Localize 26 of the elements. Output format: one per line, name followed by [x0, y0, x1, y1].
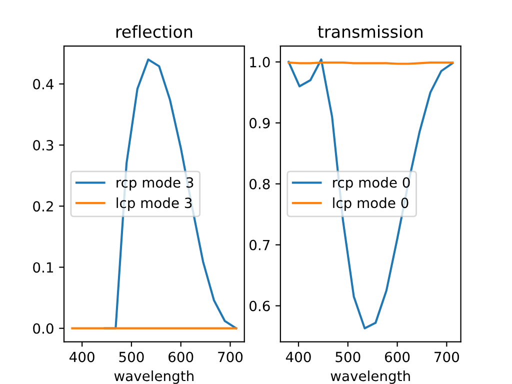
legend-label: rcp mode 3: [116, 177, 194, 190]
chart-title: transmission: [318, 25, 422, 38]
y-tick-label: 0.0: [33, 323, 54, 334]
legend-label: lcp mode 3: [116, 197, 192, 211]
x-tick-label: 600: [385, 352, 410, 362]
y-tick-label: 1.0: [250, 56, 270, 68]
y-tick-label: 0.9: [250, 118, 270, 128]
legend-label: rcp mode 0: [333, 177, 410, 190]
y-tick-label: 0.4: [33, 78, 54, 90]
x-tick-label: 700: [218, 352, 243, 362]
y-tick-label: 0.2: [33, 201, 53, 212]
y-tick-label: 0.3: [33, 140, 54, 151]
x-tick-label: 600: [168, 352, 194, 362]
x-tick-label: 500: [119, 352, 144, 362]
x-axis-title: wavelength: [114, 370, 194, 384]
x-tick-label: 500: [336, 352, 360, 362]
x-tick-label: 700: [434, 352, 460, 362]
y-tick-label: 0.6: [250, 300, 270, 312]
y-tick-label: 0.7: [250, 240, 270, 250]
x-axis-title: wavelength: [330, 370, 410, 384]
x-tick-label: 400: [286, 352, 311, 362]
y-tick-label: 0.8: [250, 178, 270, 190]
x-tick-label: 400: [70, 352, 94, 362]
chart-title: reflection: [116, 25, 192, 38]
legend-label: lcp mode 0: [333, 197, 408, 211]
y-tick-label: 0.1: [33, 262, 53, 273]
